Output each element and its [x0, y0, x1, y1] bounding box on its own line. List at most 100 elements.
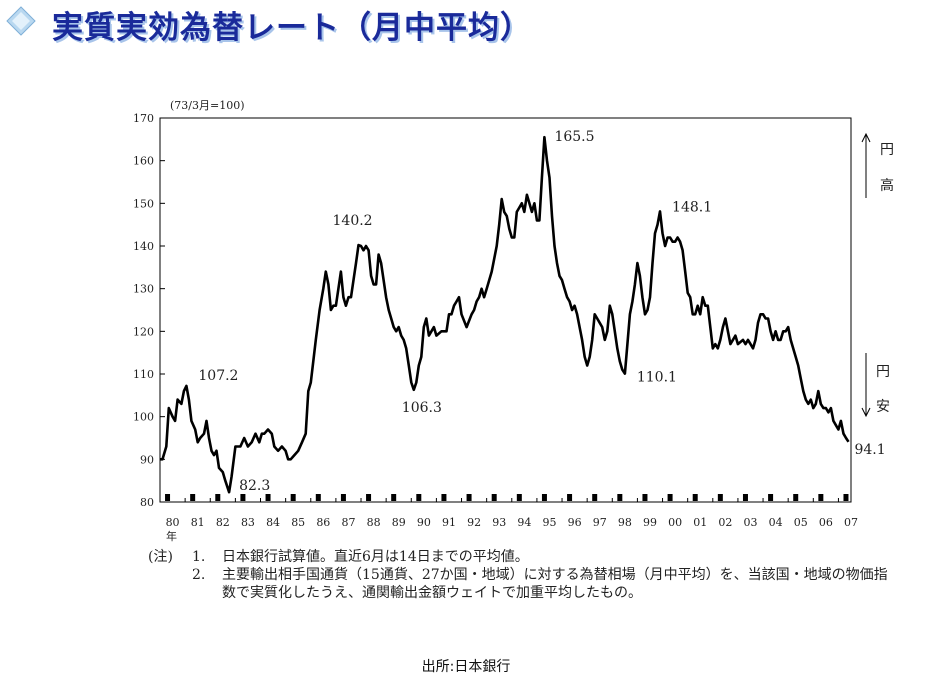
baseline-mark	[617, 494, 623, 501]
y-tick-label: 110	[133, 368, 154, 381]
x-tick-label: 99	[643, 516, 657, 529]
diamond-logo-icon	[6, 6, 36, 36]
baseline-mark	[290, 494, 296, 501]
baseline-mark	[541, 494, 547, 501]
x-axis-label: 年	[166, 529, 177, 543]
baseline-mark	[667, 494, 673, 501]
baseline-mark	[441, 494, 447, 501]
data-label: 140.2	[333, 213, 373, 229]
x-tick-label: 02	[718, 516, 732, 529]
series-line	[160, 135, 850, 494]
baseline-mark	[391, 494, 397, 501]
baseline-mark	[692, 494, 698, 501]
data-label: 106.3	[402, 400, 442, 416]
y-tick-label: 170	[133, 112, 154, 125]
baseline-mark	[315, 494, 321, 501]
x-tick-label: 80	[166, 516, 180, 529]
baseline-mark	[340, 494, 346, 501]
x-tick-label: 01	[693, 516, 707, 529]
yen-appreciation-label-char-2: 高	[880, 177, 894, 194]
title-bar: 実質実効為替レート（月中平均）	[0, 0, 932, 46]
x-tick-label: 90	[417, 516, 431, 529]
chart-notes: (注) 1. 日本銀行試算値。直近6月は14日までの平均値。 2. 主要輸出相手…	[148, 548, 888, 602]
source-credit: 出所:日本銀行	[421, 659, 511, 675]
x-tick-label: 94	[517, 516, 531, 529]
plot-frame	[159, 117, 852, 503]
y-axis: 80 90 100 110 120 130 140 150 160 170	[133, 112, 165, 509]
baseline-mark	[491, 494, 497, 501]
y-tick-label: 140	[133, 240, 154, 253]
baseline-mark	[793, 494, 799, 501]
x-tick-label: 84	[266, 516, 280, 529]
baseline-mark	[240, 494, 246, 501]
x-tick-label: 82	[216, 516, 230, 529]
note-text: 主要輸出相手国通貨（15通貨、27か国・地域）に対する為替相場（月中平均）を、当…	[222, 567, 888, 601]
yen-appreciation-indicator: 円 高	[861, 132, 894, 198]
x-tick-label: 04	[769, 516, 783, 529]
baseline-mark	[466, 494, 472, 501]
data-label: 110.1	[637, 370, 677, 386]
x-tick-label: 92	[467, 516, 481, 529]
baseline-mark	[742, 494, 748, 501]
unit-label: (73/3月=100)	[170, 99, 245, 112]
baseline-mark	[768, 494, 774, 501]
x-tick-label: 03	[743, 516, 757, 529]
x-tick-label: 83	[241, 516, 255, 529]
yen-appreciation-label-char-1: 円	[880, 142, 894, 158]
baseline-mark	[416, 494, 422, 501]
baseline-mark	[165, 494, 171, 501]
x-tick-label: 91	[442, 516, 456, 529]
x-tick-label: 95	[542, 516, 556, 529]
note-item-2: 2. 主要輸出相手国通貨（15通貨、27か国・地域）に対する為替相場（月中平均）…	[148, 566, 888, 602]
notes-head: (注)	[148, 549, 173, 565]
x-tick-label: 87	[341, 516, 355, 529]
y-tick-label: 160	[133, 155, 154, 168]
baseline-mark	[567, 494, 573, 501]
x-tick-label: 00	[668, 516, 682, 529]
x-tick-label: 05	[794, 516, 808, 529]
page-title: 実質実効為替レート（月中平均）	[52, 10, 532, 46]
data-label: 107.2	[198, 368, 238, 384]
y-tick-label: 90	[140, 453, 154, 466]
baseline-mark	[366, 494, 372, 501]
x-tick-label: 89	[392, 516, 406, 529]
x-tick-label: 96	[568, 516, 582, 529]
data-label: 165.5	[554, 129, 594, 145]
x-tick-label: 98	[618, 516, 632, 529]
x-tick-label: 88	[367, 516, 381, 529]
x-tick-label: 06	[819, 516, 833, 529]
exchange-rate-chart: (73/3月=100) 80 90 100 110 120 130 140 150 160 170…	[133, 99, 894, 543]
baseline-mark	[717, 494, 723, 501]
baseline-mark	[592, 494, 598, 501]
baseline-mark	[265, 494, 271, 501]
y-tick-label: 130	[133, 283, 154, 296]
note-text: 日本銀行試算値。直近6月は14日までの平均値。	[222, 549, 529, 565]
yen-depreciation-indicator: 円 安	[861, 353, 890, 418]
baseline-mark	[642, 494, 648, 501]
baseline-mark	[818, 494, 824, 501]
yen-depreciation-label-char-2: 安	[876, 399, 890, 415]
baseline-mark	[843, 494, 849, 501]
baseline-mark	[190, 494, 196, 501]
data-label: 82.3	[239, 478, 270, 494]
y-tick-label: 120	[133, 325, 154, 338]
baseline-mark	[516, 494, 522, 501]
x-axis: 80 81 82 83 84 85 86 87 88 89 90 91 92 93 94 95 96 97 98 99…	[159, 498, 858, 529]
data-label: 94.1	[854, 442, 885, 458]
x-tick-label: 07	[844, 516, 858, 529]
x-tick-label: 85	[291, 516, 305, 529]
x-tick-label: 86	[316, 516, 330, 529]
y-tick-label: 100	[133, 411, 154, 424]
y-tick-label: 80	[140, 496, 154, 509]
x-tick-label: 97	[593, 516, 607, 529]
note-number: 2.	[192, 567, 206, 583]
yen-depreciation-label-char-1: 円	[876, 364, 890, 380]
note-item-1: (注) 1. 日本銀行試算値。直近6月は14日までの平均値。	[148, 548, 888, 566]
baseline-mark	[215, 494, 221, 501]
x-tick-label: 81	[191, 516, 205, 529]
x-tick-label: 93	[492, 516, 506, 529]
y-tick-label: 150	[133, 197, 154, 210]
data-annotations: 107.2 82.3 140.2 106.3 165.5 110.1 148.1 94.1	[198, 129, 885, 494]
note-number: 1.	[192, 549, 206, 565]
data-label: 148.1	[672, 199, 712, 215]
